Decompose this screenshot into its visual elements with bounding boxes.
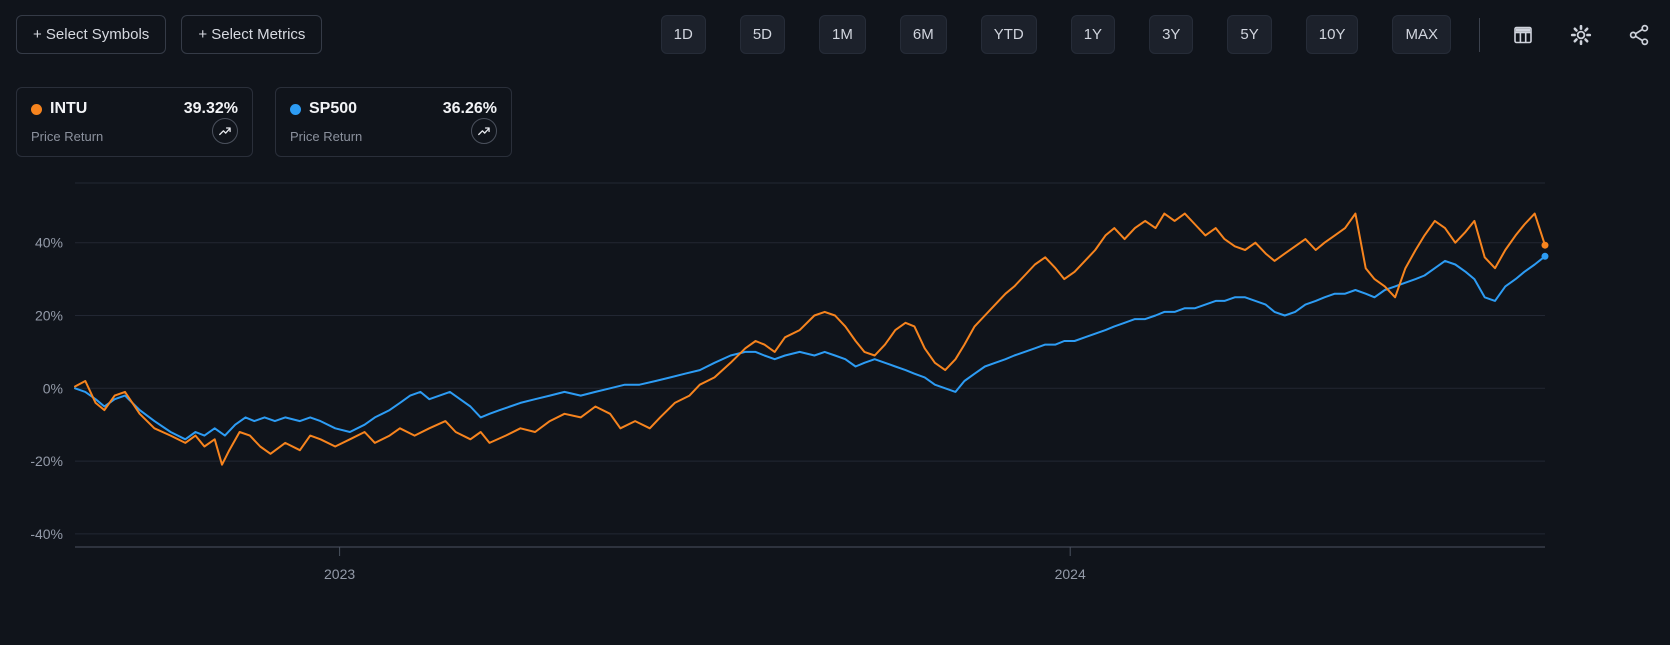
y-axis-label: 0% <box>43 380 63 396</box>
legend-card-sp500[interactable]: SP500 36.26% Price Return <box>275 87 512 157</box>
select-symbols-button[interactable]: + Select Symbols <box>16 15 167 54</box>
range-button-1m[interactable]: 1M <box>819 15 866 54</box>
legend-card-intu[interactable]: INTU 39.32% Price Return <box>16 87 253 157</box>
settings-gear-icon[interactable] <box>1566 20 1596 50</box>
table-icon[interactable] <box>1508 20 1538 50</box>
series-color-dot <box>290 103 301 115</box>
toolbar-left: + Select Symbols + Select Metrics <box>16 15 323 54</box>
toolbar-icons <box>1508 20 1654 50</box>
chart-area: 40% 20% 0% -20% -40% 2023 2024 <box>0 177 1670 597</box>
comparison-chart[interactable]: 40% 20% 0% -20% -40% 2023 2024 <box>10 177 1620 597</box>
y-axis-label: -20% <box>30 453 63 469</box>
y-axis-label: 40% <box>35 235 63 251</box>
range-button-5d[interactable]: 5D <box>739 15 786 54</box>
range-button-5y[interactable]: 5Y <box>1227 15 1272 54</box>
legend-card-bottom: Price Return <box>31 118 238 144</box>
x-axis-label: 2024 <box>1055 566 1086 582</box>
series-return-value: 39.32% <box>183 100 238 117</box>
range-button-10y[interactable]: 10Y <box>1305 15 1359 54</box>
legend-row: INTU 39.32% Price Return SP500 36.26% Pr… <box>0 54 1670 157</box>
trending-up-icon[interactable] <box>212 118 238 144</box>
range-button-ytd[interactable]: YTD <box>980 15 1037 54</box>
series-line-intu <box>74 212 1546 466</box>
range-button-max[interactable]: MAX <box>1392 15 1451 54</box>
legend-card-top: SP500 36.26% <box>290 100 497 118</box>
range-buttons: 1D 5D 1M 6M YTD 1Y 3Y 5Y 10Y MAX <box>660 15 1451 54</box>
toolbar-divider <box>1479 17 1480 52</box>
series-metric-label: Price Return <box>31 129 104 144</box>
range-button-1d[interactable]: 1D <box>660 15 706 54</box>
toolbar: + Select Symbols + Select Metrics 1D 5D 1M… <box>0 0 1670 54</box>
series-endpoint-sp500 <box>1541 252 1549 260</box>
y-axis-label: 20% <box>35 308 63 324</box>
series-symbol: INTU <box>50 100 88 117</box>
legend-card-top: INTU 39.32% <box>31 100 238 118</box>
series-metric-label: Price Return <box>290 129 363 144</box>
toolbar-right: 1D 5D 1M 6M YTD 1Y 3Y 5Y 10Y MAX <box>660 15 1654 54</box>
y-axis-label: -40% <box>30 526 63 542</box>
series-endpoint-intu <box>1541 241 1549 249</box>
range-button-1y[interactable]: 1Y <box>1070 15 1116 54</box>
series-color-dot <box>31 103 42 115</box>
series-symbol: SP500 <box>309 100 358 117</box>
x-axis-label: 2023 <box>324 566 355 582</box>
select-metrics-button[interactable]: + Select Metrics <box>181 15 323 54</box>
trending-up-icon[interactable] <box>471 118 497 144</box>
range-button-6m[interactable]: 6M <box>899 15 947 54</box>
legend-card-bottom: Price Return <box>290 118 497 144</box>
stock-comparison-app: + Select Symbols + Select Metrics 1D 5D 1M… <box>0 0 1670 597</box>
share-icon[interactable] <box>1624 20 1654 50</box>
range-button-3y[interactable]: 3Y <box>1149 15 1194 54</box>
series-return-value: 36.26% <box>442 100 497 117</box>
series-line-sp500 <box>74 255 1546 441</box>
